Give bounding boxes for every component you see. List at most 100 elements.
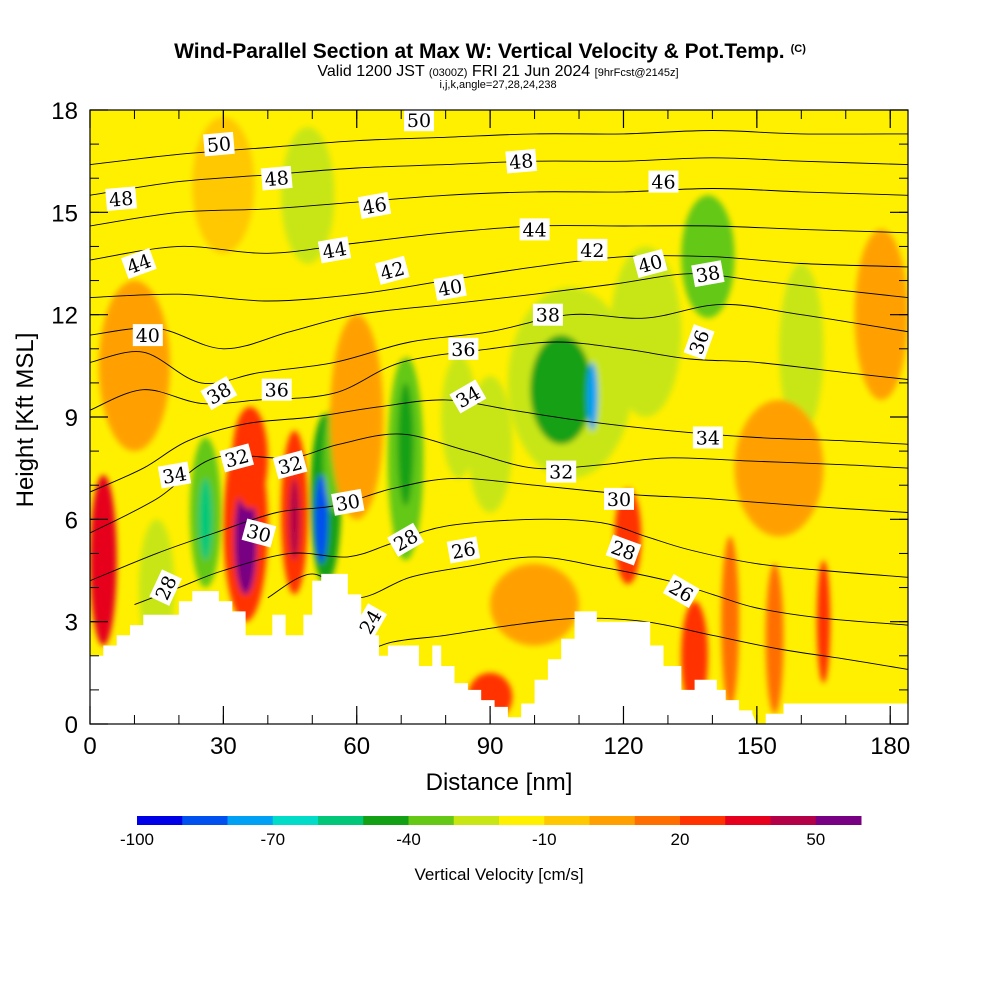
velocity-cell-8 bbox=[289, 478, 300, 561]
colorbar-swatch-3 bbox=[272, 816, 319, 825]
contour-label-box bbox=[632, 248, 668, 279]
velocity-cell-35 bbox=[490, 563, 580, 646]
contour-label-box bbox=[105, 186, 138, 211]
contour-label-box bbox=[241, 518, 277, 548]
plot-area bbox=[90, 110, 908, 724]
theta-contour-40 bbox=[90, 273, 908, 350]
colorbar-swatch-14 bbox=[770, 816, 817, 825]
contour-label-box bbox=[662, 573, 700, 609]
contour-label-text: 36 bbox=[451, 339, 475, 361]
colorbar-swatch-13 bbox=[725, 816, 771, 825]
contour-label-box bbox=[331, 488, 365, 516]
theta-contour-38 bbox=[90, 303, 908, 385]
contour-label-25: 42 bbox=[577, 238, 608, 262]
y-tick-label: 3 bbox=[65, 610, 78, 637]
contour-label-text: 38 bbox=[694, 262, 722, 288]
velocity-cell-18 bbox=[587, 362, 598, 431]
contour-label-35: 50 bbox=[404, 109, 434, 132]
chart-subtitle: Valid 1200 JST (0300Z) FRI 21 Jun 2024 [… bbox=[317, 63, 678, 80]
contour-label-box bbox=[648, 170, 679, 193]
contour-label-text: 32 bbox=[549, 462, 573, 484]
contour-label-text: 34 bbox=[696, 428, 720, 450]
contour-label-box bbox=[219, 443, 255, 473]
velocity-cell-3 bbox=[198, 478, 213, 561]
velocity-cell-32 bbox=[765, 563, 784, 714]
contour-label-8: 30 bbox=[604, 487, 634, 511]
contour-label-box bbox=[200, 376, 238, 411]
x-tick-label: 90 bbox=[477, 733, 504, 760]
contour-label-23: 40 bbox=[632, 248, 668, 279]
contour-label-27: 44 bbox=[317, 236, 352, 264]
contour-label-box bbox=[374, 255, 410, 285]
contour-label-16: 36 bbox=[448, 337, 479, 361]
subtitle-prefix: Valid 1200 JST bbox=[317, 63, 425, 80]
colorbar-swatch-0 bbox=[137, 816, 183, 825]
contour-label-29: 46 bbox=[357, 192, 392, 220]
contour-label-text: 44 bbox=[523, 219, 547, 241]
colorbar-tick-label: -40 bbox=[396, 830, 421, 849]
subtitle-utc: (0300Z) bbox=[429, 67, 468, 79]
x-tick-label: 0 bbox=[83, 733, 96, 760]
x-tick-label: 30 bbox=[210, 733, 237, 760]
colorbar-swatch-5 bbox=[363, 816, 409, 825]
y-tick-label: 0 bbox=[65, 712, 78, 739]
contour-label-9: 32 bbox=[219, 443, 255, 473]
velocity-cell-38 bbox=[98, 280, 171, 452]
contour-label-21: 40 bbox=[132, 324, 163, 347]
x-axis-label: Distance [nm] bbox=[426, 769, 573, 796]
contour-label-32: 48 bbox=[260, 165, 293, 191]
theta-contour-42 bbox=[90, 255, 908, 302]
theta-contour-30 bbox=[90, 477, 908, 582]
contour-label-box bbox=[683, 324, 715, 360]
colorbar-swatch-10 bbox=[589, 816, 636, 825]
contour-label-box bbox=[404, 109, 434, 132]
contour-label-text: 44 bbox=[321, 238, 349, 264]
contour-label-text: 38 bbox=[536, 305, 560, 327]
contour-label-text: 30 bbox=[334, 490, 362, 516]
contour-label-box bbox=[449, 379, 487, 414]
colorbar-tick-label: -70 bbox=[261, 830, 286, 849]
colorbar-swatch-7 bbox=[453, 816, 500, 825]
theta-contour-32 bbox=[90, 433, 908, 534]
y-axis-label: Height [Kft MSL] bbox=[12, 333, 39, 508]
theta-contour-36 bbox=[90, 341, 908, 411]
contour-label-box bbox=[157, 461, 192, 489]
velocity-cell-10 bbox=[314, 474, 328, 564]
contour-label-box bbox=[532, 303, 563, 326]
y-tick-label: 15 bbox=[51, 200, 78, 227]
velocity-cell-33 bbox=[816, 560, 831, 684]
y-tick-label: 9 bbox=[65, 405, 78, 432]
contour-label-1: 26 bbox=[446, 536, 481, 564]
contour-label-text: 46 bbox=[651, 172, 675, 194]
contour-label-6: 30 bbox=[241, 518, 277, 548]
contour-label-12: 34 bbox=[157, 461, 192, 489]
contour-label-box bbox=[505, 148, 538, 174]
velocity-cell-23 bbox=[281, 127, 335, 264]
velocity-cell-19 bbox=[610, 246, 682, 417]
contour-label-box bbox=[692, 426, 723, 449]
contour-label-text: 40 bbox=[136, 325, 160, 347]
chart-title-mark: (C) bbox=[791, 43, 807, 55]
velocity-cell-0 bbox=[90, 474, 117, 646]
terrain-mask bbox=[90, 573, 908, 724]
contour-label-box bbox=[519, 218, 550, 241]
contour-label-box bbox=[604, 487, 634, 510]
y-tick-label: 18 bbox=[51, 98, 78, 125]
contour-label-box bbox=[448, 337, 479, 360]
colorbar-swatch-2 bbox=[227, 816, 274, 825]
velocity-cell-36 bbox=[734, 399, 824, 537]
contour-label-text: 46 bbox=[361, 194, 389, 220]
subtitle-forecast: [9hrFcst@2145z] bbox=[595, 67, 679, 79]
contour-label-box bbox=[387, 522, 425, 557]
velocity-cell-27 bbox=[819, 110, 873, 168]
colorbar-swatch-11 bbox=[634, 816, 681, 825]
contour-label-20: 38 bbox=[691, 260, 725, 288]
y-tick-label: 12 bbox=[51, 303, 78, 330]
colorbar-tick-label: -10 bbox=[532, 830, 557, 849]
theta-contour-44 bbox=[90, 225, 908, 261]
contour-label-text: 48 bbox=[508, 150, 534, 174]
chart-title: Wind-Parallel Section at Max W: Vertical… bbox=[174, 40, 806, 63]
contour-label-box bbox=[446, 536, 481, 564]
contour-label-30: 46 bbox=[648, 170, 679, 194]
